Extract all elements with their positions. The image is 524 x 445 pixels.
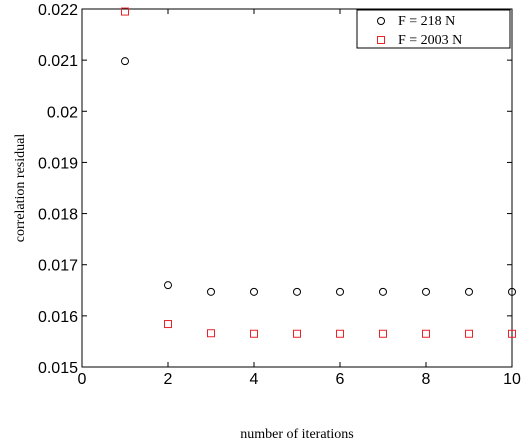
data-point-series-2 xyxy=(207,329,215,338)
data-point-series-1 xyxy=(336,287,344,296)
legend-label-series-2: F = 2003 N xyxy=(398,33,462,48)
x-axis-title: number of iterations xyxy=(240,427,354,442)
legend-marker-circle xyxy=(377,17,385,25)
x-tick-label: 6 xyxy=(336,371,345,388)
y-tick-label: 0.016 xyxy=(38,309,78,326)
data-point-series-1 xyxy=(293,287,301,296)
x-tick-label: 0 xyxy=(78,371,87,388)
axis-ticks xyxy=(81,8,513,368)
data-point-series-1 xyxy=(250,287,258,296)
data-point-series-2 xyxy=(422,329,430,338)
y-tick-label: 0.022 xyxy=(38,2,78,19)
data-point-series-2 xyxy=(508,329,516,338)
data-points xyxy=(121,7,516,338)
x-tick-label: 10 xyxy=(503,371,521,388)
data-point-series-1 xyxy=(379,287,387,296)
legend: F = 218 N F = 2003 N xyxy=(356,9,511,49)
y-tick-label: 0.019 xyxy=(38,155,78,172)
data-point-series-1 xyxy=(207,287,215,296)
x-tick-label: 8 xyxy=(422,371,431,388)
data-point-series-2 xyxy=(465,329,473,338)
legend-box xyxy=(356,9,511,49)
data-point-series-2 xyxy=(293,329,301,338)
y-tick-label: 0.017 xyxy=(38,258,78,275)
data-point-series-1 xyxy=(508,287,516,296)
data-point-series-2 xyxy=(164,320,172,329)
data-point-series-2 xyxy=(121,7,129,16)
y-tick-label: 0.02 xyxy=(47,104,78,121)
y-axis-title: correlation residual xyxy=(13,134,28,243)
data-point-series-2 xyxy=(250,329,258,338)
y-tick-label: 0.018 xyxy=(38,207,78,224)
data-point-series-1 xyxy=(465,287,473,296)
legend-marker-square xyxy=(377,36,385,44)
data-point-series-1 xyxy=(121,57,129,66)
data-point-series-1 xyxy=(422,287,430,296)
x-tick-label: 4 xyxy=(250,371,259,388)
y-tick-label: 0.015 xyxy=(38,360,78,377)
y-tick-label: 0.021 xyxy=(38,53,78,70)
axis-tick-labels: 0 2 4 6 8 10 0.015 0.016 0.017 0.018 0.019 0.02 0.02… xyxy=(38,2,521,388)
data-point-series-2 xyxy=(336,329,344,338)
data-point-series-1 xyxy=(164,281,172,290)
plot-area xyxy=(81,8,513,368)
x-tick-label: 2 xyxy=(164,371,173,388)
data-point-series-2 xyxy=(379,329,387,338)
legend-label-series-1: F = 218 N xyxy=(398,14,455,29)
